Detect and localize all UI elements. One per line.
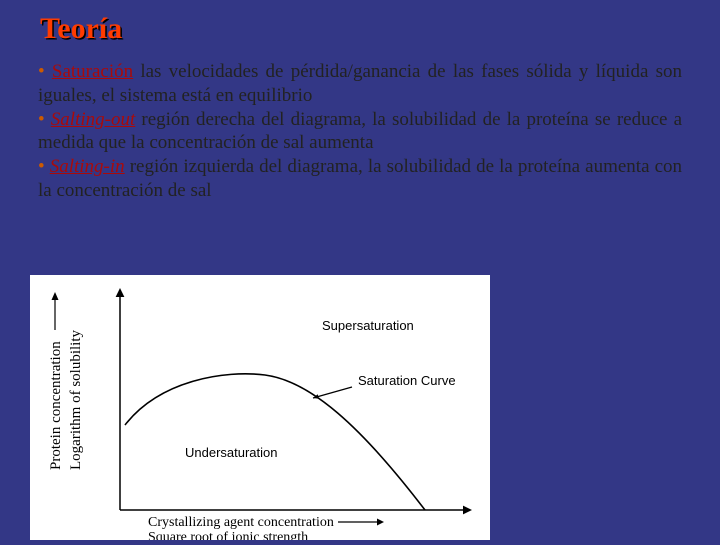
bullet-dot: • (38, 156, 45, 177)
bullet-dot: • (38, 61, 45, 82)
solubility-diagram-svg: Supersaturation Saturation Curve Undersatu… (30, 275, 490, 540)
svg-text:Crystallizing agent concentrat: Crystallizing agent concentration (148, 515, 334, 530)
term-salting-out: Salting-out (51, 109, 135, 130)
svg-text:Saturation Curve: Saturation Curve (358, 373, 456, 388)
term-salting-in: Salting-in (50, 156, 125, 177)
b3-text: región izquierda del diagrama, la solubi… (38, 156, 682, 201)
term-saturacion: Saturación (52, 61, 133, 82)
svg-text:Square root of ionic strength: Square root of ionic strength (148, 530, 308, 540)
svg-text:Supersaturation: Supersaturation (322, 318, 414, 333)
b2-text: región derecha del diagrama, la solubili… (38, 109, 682, 154)
svg-text:Protein concentration: Protein concentration (48, 341, 64, 470)
bullet-dot: • (38, 109, 45, 130)
b1-text: las velocidades de pérdida/ganancia de l… (38, 61, 682, 106)
svg-text:Undersaturation: Undersaturation (185, 445, 278, 460)
page-title: Teoría (40, 12, 690, 46)
solubility-diagram: Supersaturation Saturation Curve Undersatu… (30, 275, 490, 540)
svg-text:Logarithm of solubility: Logarithm of solubility (68, 330, 84, 470)
theory-paragraph: • Saturación las velocidades de pérdida/… (38, 60, 682, 203)
